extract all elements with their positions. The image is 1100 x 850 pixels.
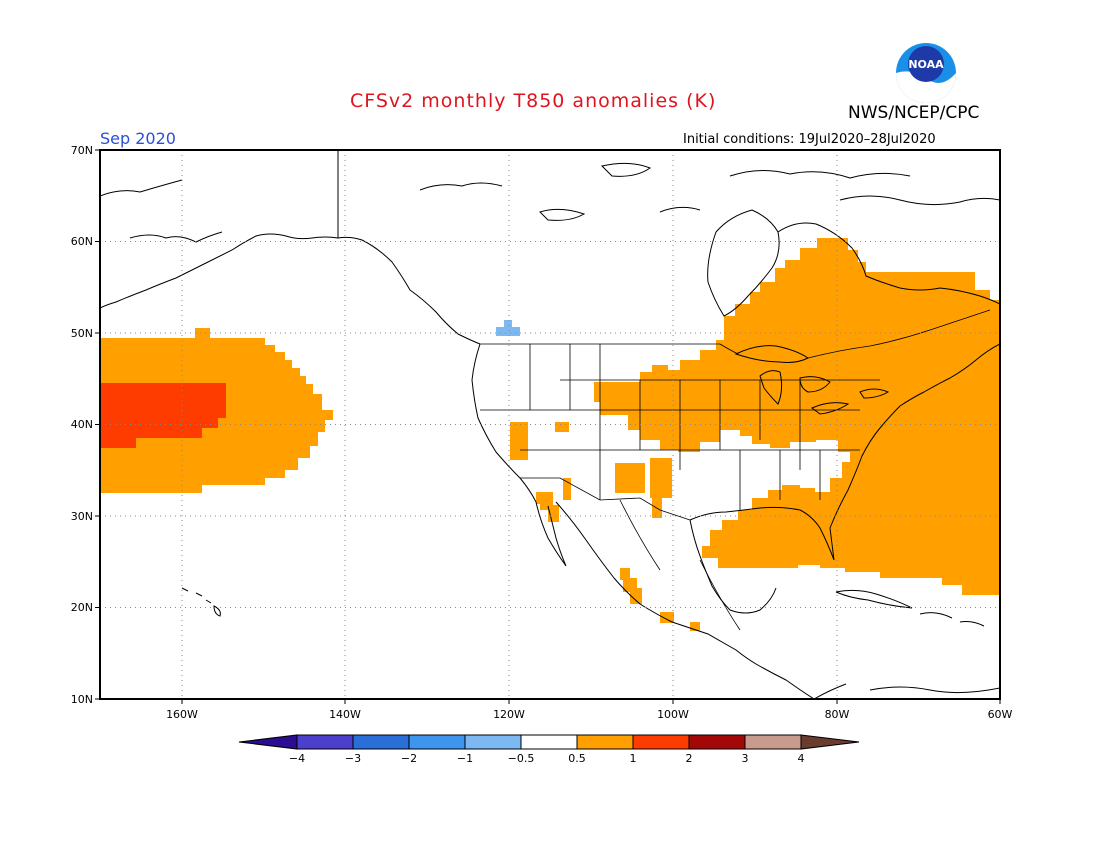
lat-label: 20N bbox=[71, 601, 93, 614]
colorbar-label: 0.5 bbox=[568, 752, 586, 765]
colorbar-bin bbox=[744, 734, 802, 750]
warm-patch bbox=[652, 496, 662, 518]
longitude-labels: 160W 140W 120W 100W 80W 60W bbox=[166, 708, 1012, 721]
colorbar-arrow-high bbox=[800, 734, 860, 750]
eastern-warm-anomaly bbox=[594, 238, 1000, 595]
map-title: CFSv2 monthly T850 anomalies (K) bbox=[350, 90, 717, 112]
colorbar-bin bbox=[688, 734, 746, 750]
warm-patch bbox=[660, 612, 674, 623]
lat-label: 10N bbox=[71, 693, 93, 706]
latitude-labels: 70N 60N 50N 40N 30N 20N 10N bbox=[71, 144, 93, 706]
colorbar-label: −0.5 bbox=[508, 752, 535, 765]
colorbar-bin bbox=[296, 734, 354, 750]
valid-month-label: Sep 2020 bbox=[100, 129, 176, 148]
colorbar-arrow-low bbox=[238, 734, 298, 750]
pacific-strong-anomaly bbox=[100, 383, 226, 448]
lon-label: 160W bbox=[166, 708, 198, 721]
lat-label: 40N bbox=[71, 418, 93, 431]
colorbar-label: −4 bbox=[289, 752, 305, 765]
colorbar-label: −3 bbox=[345, 752, 361, 765]
colorbar-bin bbox=[520, 734, 578, 750]
noaa-logo: NOAA bbox=[896, 43, 956, 103]
warm-patch bbox=[690, 622, 700, 631]
graticule bbox=[100, 150, 1000, 699]
colorbar-bin bbox=[464, 734, 522, 750]
warm-patch bbox=[536, 492, 559, 522]
noaa-logo-text: NOAA bbox=[908, 58, 944, 71]
colorbar-bin bbox=[632, 734, 690, 750]
colorbar-bin bbox=[576, 734, 634, 750]
tick-marks bbox=[95, 149, 1001, 704]
warm-patch bbox=[563, 478, 571, 500]
lat-label: 30N bbox=[71, 510, 93, 523]
lat-label: 60N bbox=[71, 235, 93, 248]
colorbar-label: 2 bbox=[686, 752, 693, 765]
warm-patch bbox=[555, 422, 569, 432]
colorbar-label: 3 bbox=[742, 752, 749, 765]
warm-patch bbox=[615, 463, 645, 493]
lon-label: 140W bbox=[329, 708, 361, 721]
lat-label: 50N bbox=[71, 327, 93, 340]
political-boundaries bbox=[480, 309, 991, 631]
lon-label: 80W bbox=[825, 708, 850, 721]
colorbar-labels: −4 −3 −2 −1 −0.5 0.5 1 2 3 4 bbox=[289, 752, 805, 765]
lon-label: 100W bbox=[657, 708, 689, 721]
colorbar bbox=[238, 734, 860, 750]
initial-conditions-label: Initial conditions: 19Jul2020–28Jul2020 bbox=[683, 132, 936, 147]
cool-patch bbox=[496, 320, 520, 336]
warm-patch bbox=[510, 422, 528, 460]
agency-label: NWS/NCEP/CPC bbox=[848, 103, 980, 123]
colorbar-bin bbox=[352, 734, 410, 750]
colorbar-label: −2 bbox=[401, 752, 417, 765]
colorbar-label: −1 bbox=[457, 752, 473, 765]
colorbar-label: 1 bbox=[630, 752, 637, 765]
warm-patch bbox=[650, 458, 672, 498]
colorbar-bin bbox=[408, 734, 466, 750]
lon-label: 120W bbox=[493, 708, 525, 721]
colorbar-label: 4 bbox=[798, 752, 805, 765]
lat-label: 70N bbox=[71, 144, 93, 157]
warm-patch bbox=[620, 568, 642, 604]
anomaly-fields bbox=[100, 150, 1000, 699]
lon-label: 60W bbox=[988, 708, 1013, 721]
